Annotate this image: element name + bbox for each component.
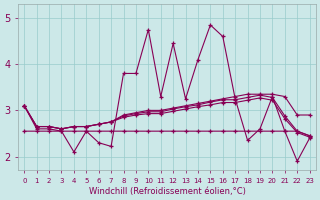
X-axis label: Windchill (Refroidissement éolien,°C): Windchill (Refroidissement éolien,°C) <box>89 187 245 196</box>
